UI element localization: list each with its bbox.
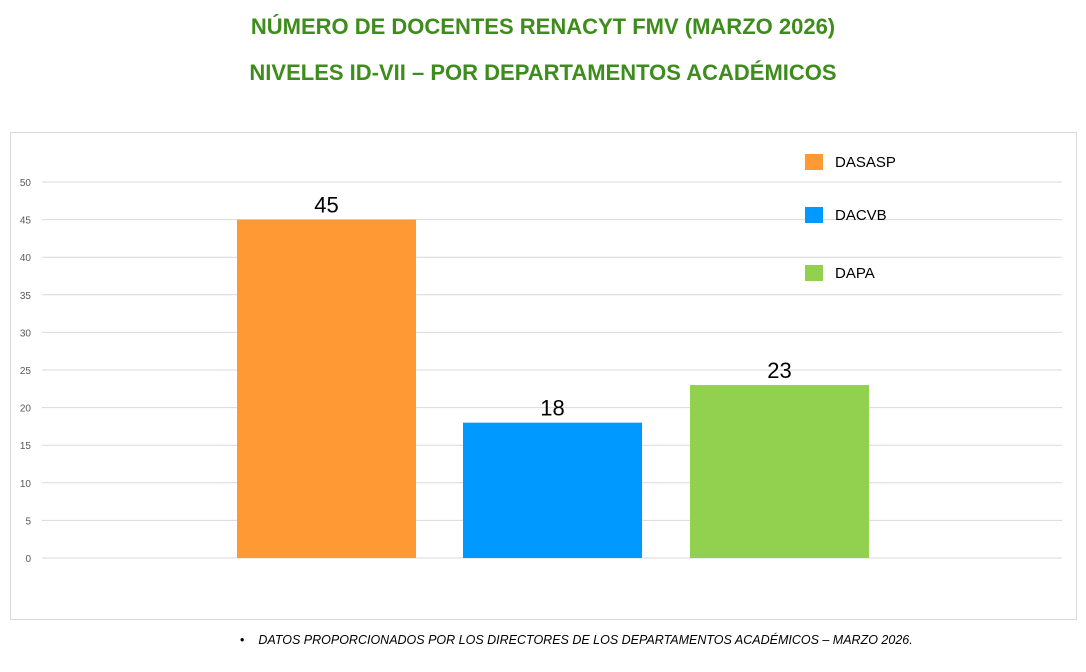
y-tick-label: 30 <box>20 328 32 339</box>
data-label: 45 <box>314 193 338 218</box>
footnote: • DATOS PROPORCIONADOS POR LOS DIRECTORES… <box>240 633 913 647</box>
chart-area <box>10 132 1077 620</box>
bar-dasasp <box>237 219 416 558</box>
y-tick-label: 40 <box>20 253 32 264</box>
y-tick-label: 5 <box>25 516 31 527</box>
y-tick-label: 50 <box>20 178 32 189</box>
chart-subtitle: NIVELES ID-VII – POR DEPARTAMENTOS ACADÉ… <box>249 60 837 85</box>
y-tick-label: 45 <box>20 216 32 227</box>
legend-swatch <box>805 265 823 281</box>
y-tick-label: 25 <box>20 366 32 377</box>
data-label: 18 <box>540 396 564 421</box>
y-tick-label: 0 <box>25 554 31 565</box>
y-tick-label: 15 <box>20 441 32 452</box>
data-label: 23 <box>767 358 791 383</box>
legend-label: DASASP <box>835 154 896 171</box>
bar-dacvb <box>463 422 642 558</box>
y-tick-label: 10 <box>20 479 32 490</box>
legend-swatch <box>805 154 823 170</box>
legend-label: DAPA <box>835 265 875 282</box>
bullet-icon: • <box>240 633 245 647</box>
y-tick-label: 35 <box>20 291 32 302</box>
bar-dapa <box>690 385 869 558</box>
chart-title: NÚMERO DE DOCENTES RENACYT FMV (MARZO 20… <box>250 14 836 39</box>
footnote-text: DATOS PROPORCIONADOS POR LOS DIRECTORES … <box>258 633 913 647</box>
legend-label: DACVB <box>835 207 887 224</box>
y-tick-label: 20 <box>20 404 32 415</box>
legend-swatch <box>805 207 823 223</box>
